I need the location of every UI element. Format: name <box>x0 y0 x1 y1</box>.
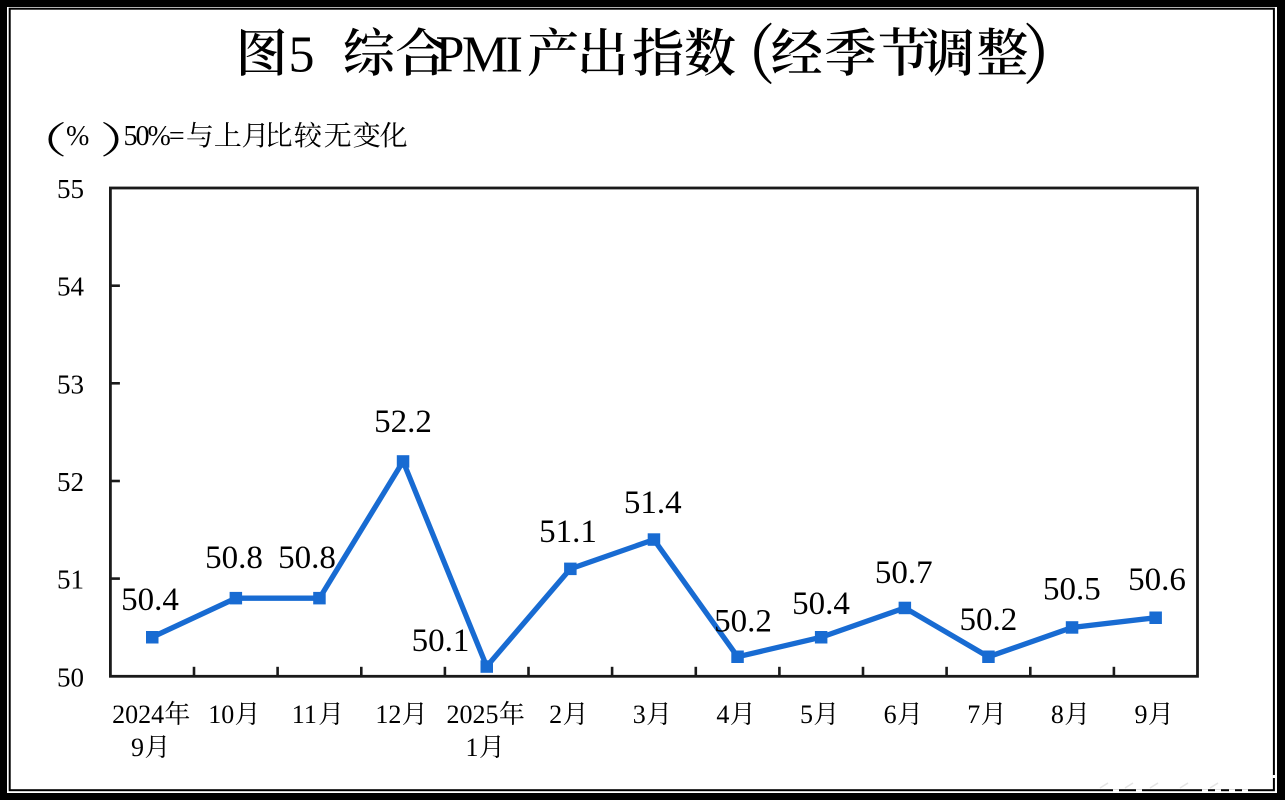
svg-text:7: 7 <box>967 700 980 729</box>
svg-text:50.4: 50.4 <box>792 586 850 622</box>
svg-text:50.4: 50.4 <box>121 582 179 618</box>
svg-text:9: 9 <box>131 733 144 762</box>
svg-text:1: 1 <box>466 733 479 762</box>
svg-text:12: 12 <box>375 700 401 729</box>
svg-text:54: 54 <box>57 272 85 302</box>
svg-text:11: 11 <box>292 700 317 729</box>
svg-text:5: 5 <box>289 27 315 84</box>
svg-text:55: 55 <box>57 174 84 204</box>
svg-text:%: % <box>66 121 89 152</box>
svg-text:5: 5 <box>800 700 813 729</box>
svg-text:6: 6 <box>884 700 897 729</box>
svg-text:51.4: 51.4 <box>624 485 682 521</box>
svg-text:50.8: 50.8 <box>205 540 263 576</box>
svg-text:53: 53 <box>57 369 84 399</box>
svg-text:50.2: 50.2 <box>960 602 1018 638</box>
svg-text:8: 8 <box>1051 700 1064 729</box>
svg-text:52.2: 52.2 <box>374 404 432 440</box>
svg-text:10: 10 <box>208 700 234 729</box>
svg-text:9: 9 <box>1135 700 1148 729</box>
svg-text:50.1: 50.1 <box>412 623 470 659</box>
svg-text:50.2: 50.2 <box>714 604 772 640</box>
svg-text:50.7: 50.7 <box>875 555 933 591</box>
svg-text:2: 2 <box>549 700 562 729</box>
svg-text:2025: 2025 <box>447 700 499 729</box>
svg-text:3: 3 <box>633 700 646 729</box>
svg-text:51: 51 <box>57 565 84 595</box>
svg-text:4: 4 <box>716 700 729 729</box>
svg-text:52: 52 <box>57 467 84 497</box>
svg-text:50.6: 50.6 <box>1128 562 1186 598</box>
svg-text:51.1: 51.1 <box>539 514 597 550</box>
svg-text:PMI: PMI <box>436 27 522 84</box>
svg-text:50%=: 50%= <box>124 121 184 152</box>
svg-text:50.5: 50.5 <box>1043 572 1101 608</box>
svg-text:2024: 2024 <box>112 700 164 729</box>
svg-text:50: 50 <box>57 662 84 692</box>
svg-text:50.8: 50.8 <box>278 540 336 576</box>
